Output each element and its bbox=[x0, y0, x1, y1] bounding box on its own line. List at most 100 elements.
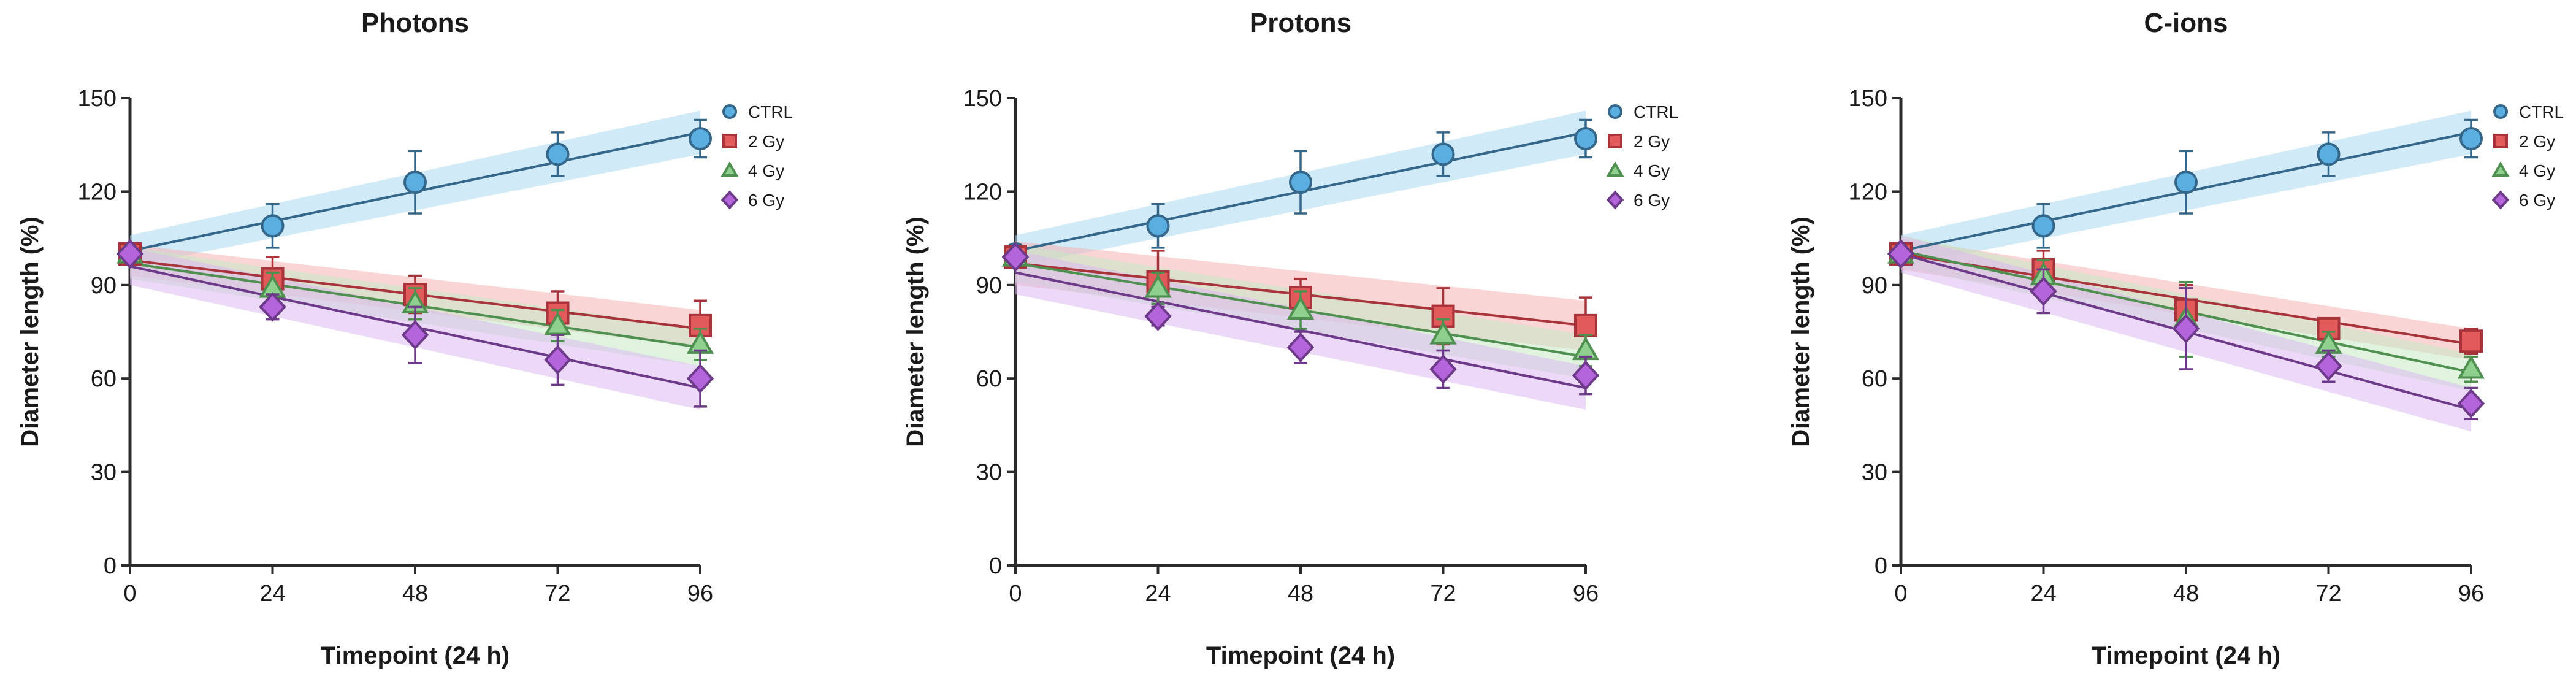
x-tick-label: 0 bbox=[1894, 581, 1907, 607]
data-point bbox=[1574, 313, 1597, 337]
data-point bbox=[2174, 171, 2198, 194]
data-point bbox=[2457, 388, 2485, 419]
data-point bbox=[1887, 239, 1915, 269]
legend-marker bbox=[720, 161, 739, 177]
data-point bbox=[689, 127, 712, 151]
legend-marker bbox=[720, 190, 739, 210]
data-point bbox=[2317, 142, 2341, 166]
y-axis-label: Diameter length (%) bbox=[17, 217, 44, 447]
data-point bbox=[1431, 142, 1455, 166]
legend-label: 4 Gy bbox=[1634, 161, 1670, 180]
y-axis-label: Diameter length (%) bbox=[1787, 217, 1814, 447]
x-tick-label: 72 bbox=[2315, 581, 2341, 607]
data-point bbox=[1286, 332, 1315, 362]
legend-marker bbox=[1606, 190, 1624, 210]
legend-marker bbox=[722, 104, 737, 119]
data-point bbox=[2172, 313, 2200, 344]
legend-marker bbox=[2491, 190, 2510, 210]
data-point bbox=[1144, 274, 1172, 298]
y-tick-label: 60 bbox=[1862, 366, 1887, 392]
y-tick-label: 150 bbox=[78, 86, 117, 112]
x-tick-label: 48 bbox=[402, 581, 428, 607]
y-tick-label: 0 bbox=[989, 553, 1002, 579]
y-tick-label: 30 bbox=[91, 460, 117, 486]
x-axis-label: Timepoint (24 h) bbox=[321, 642, 510, 669]
data-point bbox=[2315, 351, 2342, 381]
legend-label: 6 Gy bbox=[1634, 191, 1670, 210]
legend-label: 4 Gy bbox=[748, 161, 784, 180]
legend-label: 2 Gy bbox=[1634, 132, 1670, 151]
data-point bbox=[116, 239, 144, 269]
legend-label: 2 Gy bbox=[748, 132, 784, 151]
legend-label: 2 Gy bbox=[2519, 132, 2555, 151]
x-tick-label: 0 bbox=[1009, 581, 1022, 607]
chart-panel-0: Photons 0 30 60 90 120 150 0 24 48 72 96 Timepoint (… bbox=[17, 8, 793, 669]
x-tick-label: 96 bbox=[2458, 581, 2484, 607]
data-point bbox=[686, 363, 714, 394]
x-tick-label: 72 bbox=[545, 581, 570, 607]
x-axis-label: Timepoint (24 h) bbox=[2092, 642, 2280, 669]
x-tick-label: 24 bbox=[259, 581, 285, 607]
data-point bbox=[2457, 355, 2485, 379]
data-point bbox=[1286, 296, 1315, 320]
x-tick-label: 96 bbox=[687, 581, 713, 607]
chart-title: Photons bbox=[361, 8, 469, 38]
data-point bbox=[1146, 214, 1170, 238]
regression-line bbox=[1015, 271, 1586, 389]
legend-label: CTRL bbox=[748, 102, 793, 121]
data-point bbox=[1429, 321, 1457, 345]
y-axis-label: Diameter length (%) bbox=[902, 217, 929, 447]
y-tick-label: 150 bbox=[963, 86, 1002, 112]
x-tick-label: 0 bbox=[123, 581, 136, 607]
x-axis-label: Timepoint (24 h) bbox=[1206, 642, 1395, 669]
legend-label: CTRL bbox=[1634, 102, 1678, 121]
y-tick-label: 90 bbox=[1862, 273, 1887, 299]
y-tick-label: 30 bbox=[1862, 460, 1887, 486]
data-point bbox=[1572, 360, 1600, 391]
legend-label: 6 Gy bbox=[748, 191, 784, 210]
legend-marker bbox=[1606, 161, 1624, 177]
y-tick-label: 60 bbox=[91, 366, 117, 392]
y-tick-label: 120 bbox=[1849, 179, 1887, 205]
legend-marker bbox=[2493, 104, 2508, 119]
x-tick-label: 48 bbox=[1288, 581, 1313, 607]
legend-label: 4 Gy bbox=[2519, 161, 2555, 180]
legend-label: CTRL bbox=[2519, 102, 2564, 121]
y-tick-label: 150 bbox=[1849, 86, 1887, 112]
data-point bbox=[1429, 354, 1457, 385]
data-point bbox=[259, 292, 286, 322]
y-tick-label: 120 bbox=[963, 179, 1002, 205]
legend-marker bbox=[722, 134, 737, 148]
x-tick-label: 24 bbox=[2030, 581, 2056, 607]
chart-panel-1: Protons 0 30 60 90 120 150 0 24 48 72 96 Timepoint (… bbox=[902, 8, 1678, 669]
data-point bbox=[546, 142, 570, 166]
y-tick-label: 0 bbox=[104, 553, 117, 579]
x-tick-label: 96 bbox=[1573, 581, 1599, 607]
legend-marker bbox=[1608, 134, 1622, 148]
y-tick-label: 120 bbox=[78, 179, 117, 205]
data-point bbox=[1001, 242, 1030, 272]
data-point bbox=[403, 171, 427, 194]
y-tick-label: 90 bbox=[976, 273, 1002, 299]
data-point bbox=[1289, 171, 1312, 194]
data-point bbox=[261, 214, 285, 238]
data-point bbox=[1144, 301, 1172, 331]
y-tick-label: 90 bbox=[91, 273, 117, 299]
y-tick-label: 60 bbox=[976, 366, 1002, 392]
y-tick-label: 30 bbox=[976, 460, 1002, 486]
data-point bbox=[2030, 276, 2057, 307]
data-point bbox=[2459, 329, 2483, 353]
data-point bbox=[2031, 214, 2055, 238]
x-tick-label: 24 bbox=[1145, 581, 1171, 607]
data-point bbox=[1574, 127, 1597, 151]
data-point bbox=[401, 320, 429, 350]
x-tick-label: 72 bbox=[1430, 581, 1456, 607]
x-tick-label: 48 bbox=[2173, 581, 2199, 607]
legend-label: 6 Gy bbox=[2519, 191, 2555, 210]
chart-panel-2: C-ions 0 30 60 90 120 150 0 24 48 72 96 Timepoint (2… bbox=[1787, 8, 2564, 669]
legend-marker bbox=[2491, 161, 2510, 177]
legend-marker bbox=[2493, 134, 2508, 148]
y-tick-label: 0 bbox=[1875, 553, 1887, 579]
